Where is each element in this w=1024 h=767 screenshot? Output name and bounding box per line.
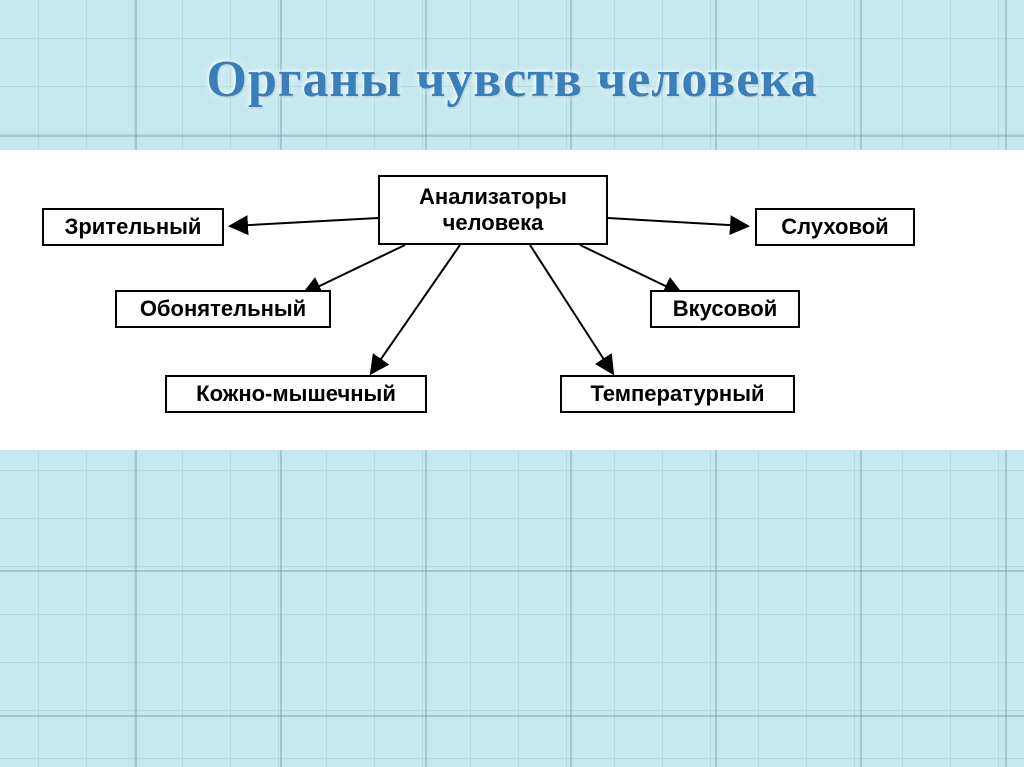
diagram-edge [580,245,680,293]
diagram-child-node: Слуховой [755,208,915,246]
diagram-edge [608,218,746,226]
diagram-child-node: Температурный [560,375,795,413]
diagram-child-node: Кожно-мышечный [165,375,427,413]
diagram-edge [232,218,378,226]
page-title: Органы чувств человека [0,50,1024,109]
diagram-edge [305,245,405,293]
diagram-child-node: Вкусовой [650,290,800,328]
diagram-center-node: Анализаторычеловека [378,175,608,245]
diagram-edge [372,245,460,372]
diagram-edge [530,245,612,372]
diagram-child-node: Обонятельный [115,290,331,328]
diagram-panel: Анализаторычеловека Зрительный Обонятельны… [0,150,1024,450]
diagram-child-node: Зрительный [42,208,224,246]
